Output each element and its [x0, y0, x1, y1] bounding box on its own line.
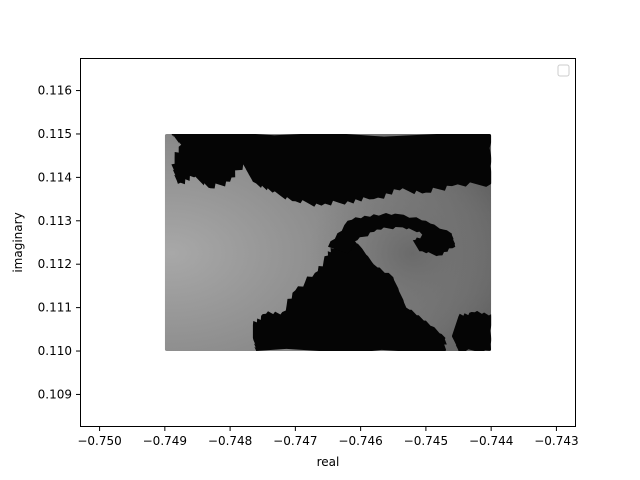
x-tick-label: −0.749: [143, 434, 187, 448]
y-tick-label: 0.109: [38, 387, 72, 401]
fractal-corner-region: [452, 310, 492, 352]
y-tick-label: 0.110: [38, 344, 72, 358]
x-tick-label: −0.746: [338, 434, 382, 448]
fractal-spiral-arm: [328, 213, 456, 257]
x-tick-label: −0.745: [404, 434, 448, 448]
x-tick-label: −0.748: [208, 434, 252, 448]
x-tick-label: −0.743: [534, 434, 578, 448]
y-tick-label: 0.116: [38, 84, 72, 98]
fractal-bottom-set-region: [252, 233, 447, 352]
y-tick-label: 0.114: [38, 170, 72, 184]
y-tick-label: 0.113: [38, 214, 72, 228]
x-tick-label: −0.744: [469, 434, 513, 448]
plot-frame: [80, 58, 576, 427]
fractal-top-set-region: [164, 133, 492, 207]
fractal-image: [164, 133, 492, 352]
x-axis: −0.750 −0.749 −0.748 −0.747 −0.746 −0.745 −0.7…: [77, 427, 579, 448]
x-axis-label: real: [317, 455, 340, 469]
y-axis-label: imaginary: [11, 212, 25, 272]
legend: [557, 64, 570, 77]
x-tick-label: −0.750: [77, 434, 121, 448]
y-tick-label: 0.111: [38, 301, 72, 315]
x-tick-label: −0.747: [273, 434, 317, 448]
y-tick-label: 0.112: [38, 257, 72, 271]
y-tick-label: 0.115: [38, 127, 72, 141]
y-axis: 0.109 0.110 0.111 0.112 0.113 0.114 0.115 0.116: [38, 84, 80, 401]
